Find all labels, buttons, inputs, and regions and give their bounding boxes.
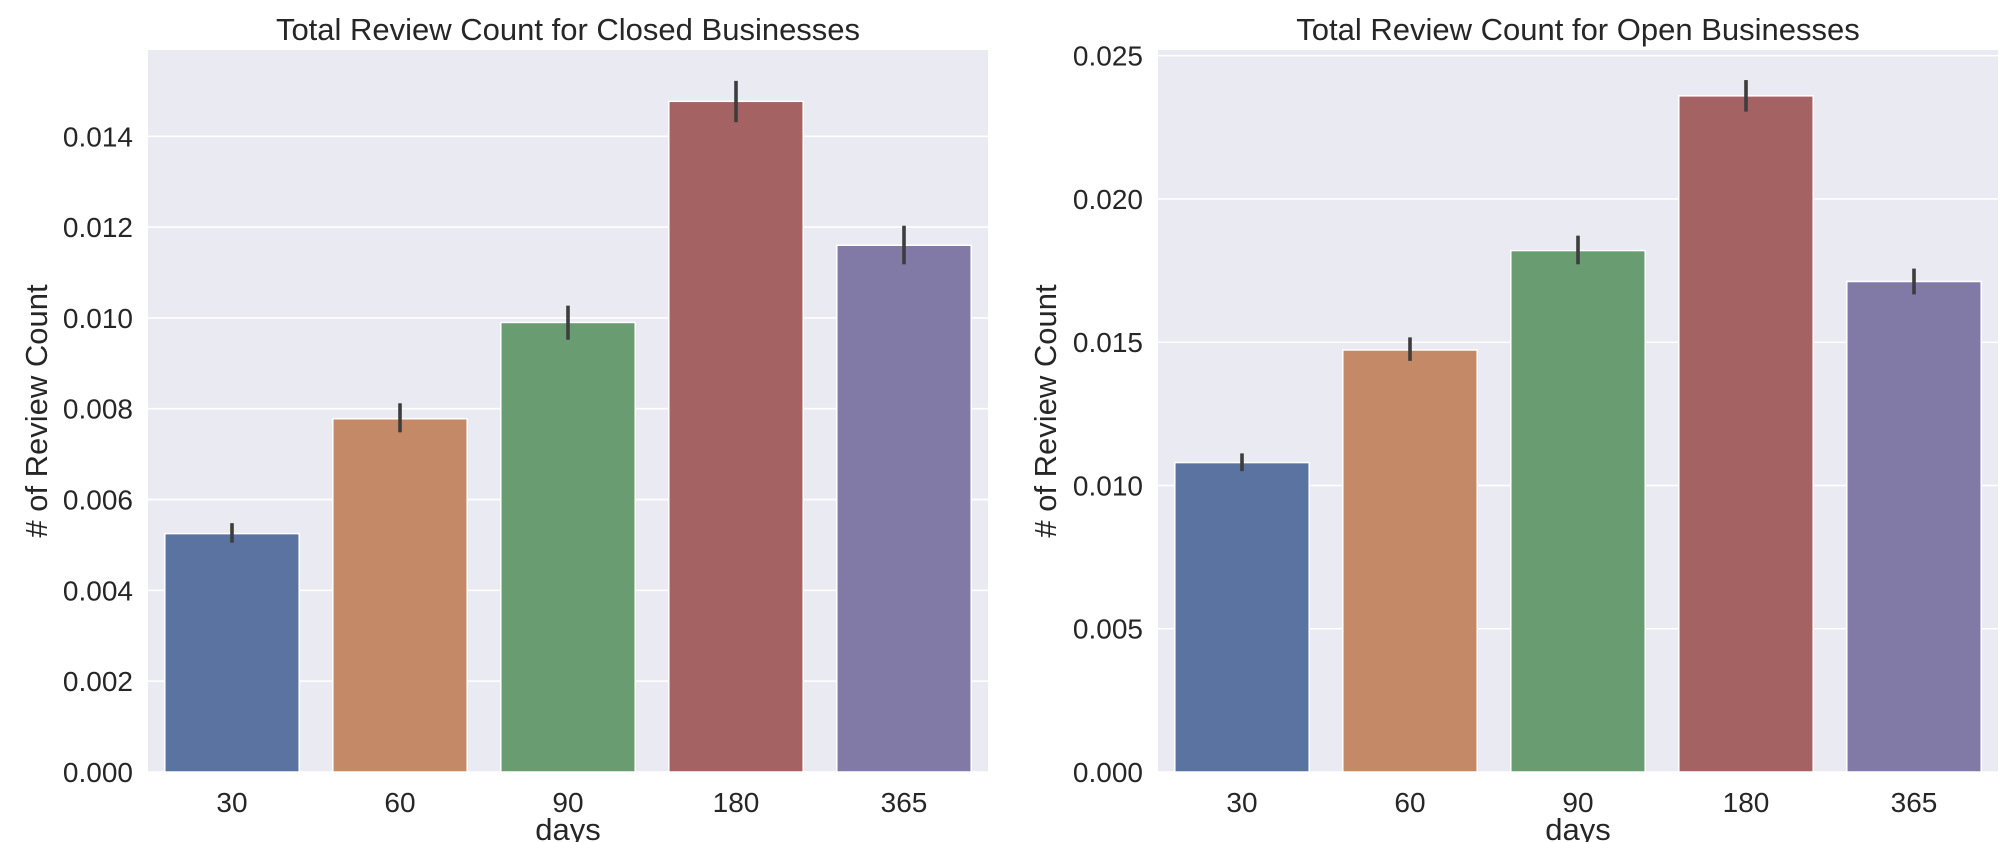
- y-tick-label: 0.020: [1073, 184, 1143, 215]
- y-tick-label: 0.012: [63, 212, 133, 243]
- x-tick-label: 60: [1394, 787, 1425, 818]
- x-tick-label: 365: [881, 787, 928, 818]
- y-ticks-open: 0.000 0.005 0.010 0.015 0.020 0.025: [1073, 41, 1143, 788]
- x-axis-label-closed: days: [535, 812, 600, 842]
- y-tick-label: 0.025: [1073, 41, 1143, 72]
- x-tick-label: 180: [713, 787, 760, 818]
- open-businesses-chart: 0.000 0.005 0.010 0.015 0.020 0.025 30 60 90 180…: [1028, 12, 1998, 842]
- x-tick-label: 180: [1723, 787, 1770, 818]
- x-tick-label: 30: [216, 787, 247, 818]
- y-tick-label: 0.004: [63, 575, 133, 606]
- chart-title-closed: Total Review Count for Closed Businesses: [276, 12, 860, 47]
- bar-60: [332, 417, 468, 773]
- x-axis-label-open: days: [1545, 812, 1610, 842]
- bar-30: [164, 532, 300, 773]
- y-tick-label: 0.010: [1073, 470, 1143, 501]
- y-tick-label: 0.008: [63, 394, 133, 425]
- bars-closed: [164, 80, 972, 773]
- y-tick-label: 0.010: [63, 303, 133, 334]
- chart-title-open: Total Review Count for Open Businesses: [1296, 12, 1859, 47]
- x-tick-label: 90: [552, 787, 583, 818]
- bar-60: [1342, 349, 1478, 773]
- y-axis-label-open: # of Review Count: [1028, 284, 1063, 538]
- bar-90: [500, 321, 636, 773]
- y-tick-label: 0.006: [63, 485, 133, 516]
- bar-365: [836, 244, 972, 773]
- y-tick-label: 0.014: [63, 121, 133, 152]
- y-tick-label: 0.005: [1073, 614, 1143, 645]
- x-tick-label: 60: [384, 787, 415, 818]
- y-ticks-closed: 0.000 0.002 0.004 0.006 0.008 0.010 0.012 0.014: [63, 121, 133, 788]
- x-ticks-closed: 30 60 90 180 365: [216, 787, 927, 818]
- bars-open: [1174, 80, 1982, 773]
- y-tick-label: 0.000: [63, 757, 133, 788]
- closed-businesses-chart: 0.000 0.002 0.004 0.006 0.008 0.010 0.012 0.014…: [19, 12, 988, 842]
- x-tick-label: 90: [1562, 787, 1593, 818]
- x-tick-label: 365: [1891, 787, 1938, 818]
- y-tick-label: 0.000: [1073, 757, 1143, 788]
- bar-30: [1174, 461, 1310, 773]
- y-axis-label-closed: # of Review Count: [19, 284, 54, 538]
- y-tick-label: 0.002: [63, 666, 133, 697]
- bar-365: [1846, 280, 1982, 773]
- y-tick-label: 0.015: [1073, 327, 1143, 358]
- x-ticks-open: 30 60 90 180 365: [1226, 787, 1937, 818]
- x-tick-label: 30: [1226, 787, 1257, 818]
- bar-90: [1510, 249, 1646, 773]
- bar-180: [1678, 95, 1814, 773]
- bar-180: [668, 100, 804, 773]
